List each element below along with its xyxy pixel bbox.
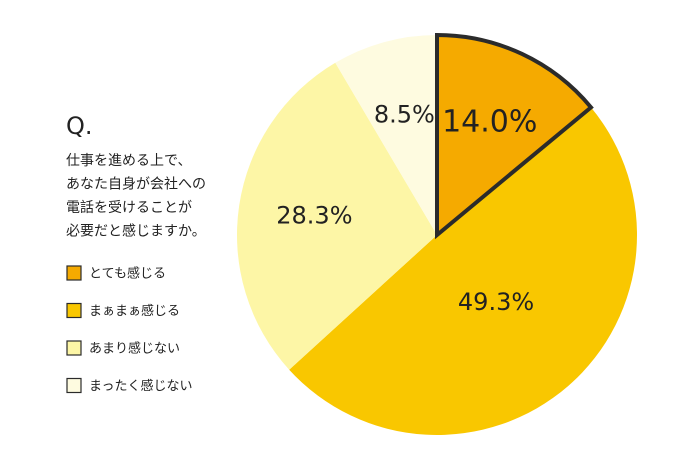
question-text: 必要だと感じますか。 [66,223,206,240]
slice-label: 8.5% [374,100,435,128]
legend-swatch [66,377,82,394]
pie-slice [435,32,594,240]
legend-label: とても感じる [89,266,166,282]
pie-slice [289,107,637,435]
question-text: 電話を受けることが [66,199,192,216]
legend-swatch [66,340,82,356]
question-text: あなた自身が会社への [66,177,206,193]
legend-label: まぁまぁ感じる [89,303,180,319]
pie-slice [335,35,437,235]
legend-swatch [66,265,82,281]
slice-label: 49.3% [458,288,534,316]
legend-label: まったく感じない [89,378,192,394]
question-label: Q. [66,112,93,140]
slice-label: 28.3% [276,202,352,230]
question-text: 仕事を進める上で、 [66,153,191,169]
slice-label: 14.0% [442,104,537,139]
legend-swatch [66,302,82,319]
pie-slice [236,62,437,370]
legend-label: あまり感じない [89,341,180,357]
